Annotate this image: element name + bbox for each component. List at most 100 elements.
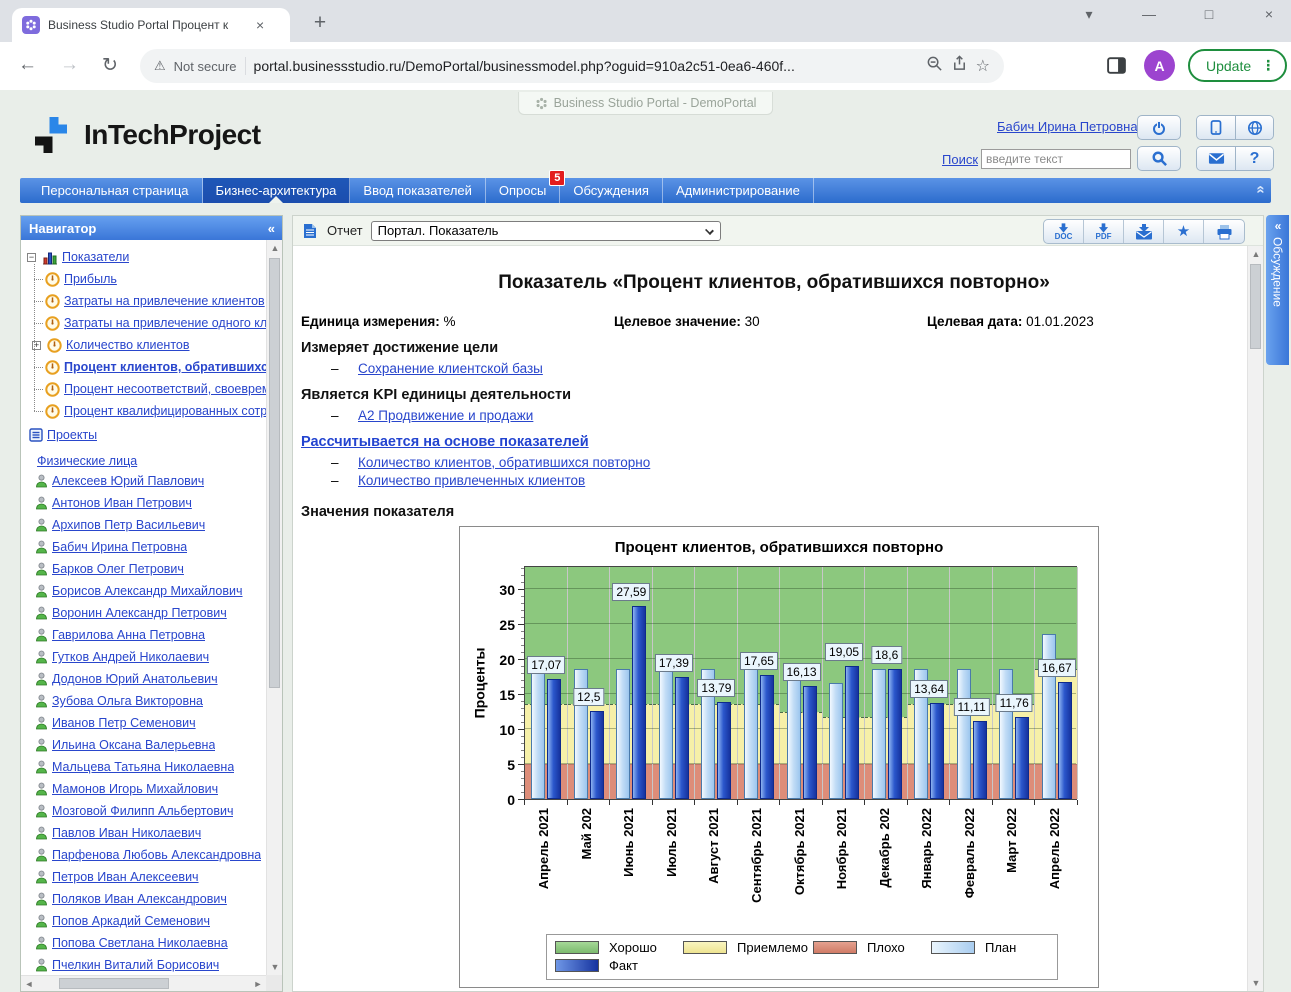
person-link-10[interactable]: Додонов Юрий Анатольевич [52,672,218,686]
kebab-menu-icon[interactable]: ⋮ [1261,57,1276,73]
section-link[interactable]: Сохранение клиентской базы [358,361,543,376]
person-link-23[interactable]: Пчелкин Виталий Борисович [52,958,220,972]
scroll-down-icon[interactable]: ▼ [270,962,280,972]
scrollbar-thumb[interactable] [269,258,280,688]
section-link[interactable]: Количество клиентов, обратившихся повтор… [358,455,651,470]
tree-collapse-icon[interactable]: − [27,251,36,262]
menu-item-6[interactable]: Администрирование [663,178,814,203]
scrollbar-thumb[interactable] [1250,264,1261,349]
share-icon[interactable] [951,55,968,77]
person-link-16[interactable]: Мозговой Филипп Альбертович [52,804,234,818]
menu-item-4[interactable]: Опросы 5 [486,170,566,203]
navigator-vertical-scrollbar[interactable]: ▲ ▼ [266,240,282,975]
scroll-down-icon[interactable]: ▼ [1251,978,1261,988]
tree-link-3[interactable]: Затраты на привлечение одного клие [64,316,266,330]
person-link-9[interactable]: Гутков Андрей Николаевич [52,650,210,664]
menu-item-2[interactable]: Бизнес-архитектура [202,178,351,203]
scroll-up-icon[interactable]: ▲ [270,243,280,253]
person-link-22[interactable]: Попова Светлана Николаевна [52,936,228,950]
persons-header-link[interactable]: Физические лица [37,454,138,468]
plan-bar [956,669,971,799]
tree-link-projects[interactable]: Проекты [47,428,98,442]
persons-section-link[interactable]: Физические лица [37,454,266,468]
person-link-7[interactable]: Воронин Александр Петрович [52,606,227,620]
tab-close-icon[interactable]: × [256,17,265,33]
person-icon [35,782,48,796]
section-heading-3[interactable]: Рассчитывается на основе показателей [301,434,589,450]
mobile-version-button[interactable] [1197,116,1235,139]
profile-avatar[interactable]: A [1144,50,1175,81]
language-button[interactable] [1235,116,1273,139]
logout-button[interactable] [1137,115,1181,140]
tree-link-indicators[interactable]: Показатели [62,250,130,264]
window-minimize-icon[interactable]: — [1142,6,1156,22]
url-bar[interactable]: ⚠ Not secure portal.businessstudio.ru/De… [140,49,1004,83]
person-link-12[interactable]: Иванов Петр Семенович [52,716,196,730]
window-chevron-icon[interactable]: ▾ [1085,6,1093,22]
scroll-up-icon[interactable]: ▲ [1251,249,1261,259]
person-link-11[interactable]: Зубова Ольга Викторовна [52,694,203,708]
side-panel-icon[interactable] [1106,55,1127,81]
tree-link-6[interactable]: Процент несоответствий, своевреме [64,382,266,396]
tree-link-7[interactable]: Процент квалифицированных сотруд [64,404,266,418]
zoom-out-icon[interactable] [926,55,943,77]
person-link-18[interactable]: Парфенова Любовь Александровна [52,848,262,862]
person-link-4[interactable]: Бабич Ирина Петровна [52,540,188,554]
person-link-14[interactable]: Мальцева Татьяна Николаевна [52,760,235,774]
person-link-19[interactable]: Петров Иван Алексеевич [52,870,199,884]
search-link[interactable]: Поиск [942,152,979,167]
section-link[interactable]: А2 Продвижение и продажи [358,408,534,423]
chrome-update-button[interactable]: Update ⋮ [1188,49,1288,82]
navigator-horizontal-scrollbar[interactable]: ◄ ► [21,975,266,991]
person-link-6[interactable]: Борисов Александр Михайлович [52,584,243,598]
messages-button[interactable] [1197,147,1235,170]
x-tick-label: Октябрь 2021 [791,808,807,896]
section-link[interactable]: Количество привлеченных клиентов [358,473,586,488]
person-link-3[interactable]: Архипов Петр Васильевич [52,518,206,532]
current-user-link[interactable]: Бабич Ирина Петровна [997,119,1138,134]
person-link-8[interactable]: Гаврилова Анна Петровна [52,628,206,642]
new-tab-button[interactable]: + [313,11,327,34]
content-vertical-scrollbar[interactable]: ▲ ▼ [1247,246,1263,991]
export-pdf-button[interactable]: PDF [1084,220,1124,243]
favorite-button[interactable]: ★ [1164,220,1204,243]
tree-link-1[interactable]: Прибыль [64,272,117,286]
scrollbar-thumb[interactable] [59,978,169,989]
menu-item-5[interactable]: Обсуждения [560,178,663,203]
legend-swatch [931,941,975,954]
tree-expand-icon[interactable]: + [32,339,41,350]
report-select[interactable]: Портал. Показатель [370,220,721,241]
person-link-20[interactable]: Поляков Иван Александрович [52,892,227,906]
scroll-right-icon[interactable]: ► [253,979,263,989]
person-link-2[interactable]: Антонов Иван Петрович [52,496,192,510]
menu-item-1[interactable]: Персональная страница [28,178,203,203]
print-button[interactable] [1204,220,1244,243]
tree-item: Процент квалифицированных сотруд [32,400,266,422]
tree-link-5[interactable]: Процент клиентов, обратившихся [64,360,266,374]
person-link-13[interactable]: Ильина Оксана Валерьевна [52,738,216,752]
tree-link-2[interactable]: Затраты на привлечение клиентов [64,294,265,308]
search-input[interactable] [981,149,1131,169]
tree-link-4[interactable]: Количество клиентов [66,338,190,352]
person-link-21[interactable]: Попов Аркадий Семенович [52,914,211,928]
back-icon[interactable]: ← [18,54,37,75]
person-link-15[interactable]: Мамонов Игорь Михайлович [52,782,219,796]
navigator-collapse-icon[interactable]: « [267,220,275,236]
person-link-5[interactable]: Барков Олег Петрович [52,562,184,576]
forward-icon[interactable]: → [60,54,79,75]
search-button[interactable] [1137,146,1181,171]
menu-collapse-icon[interactable]: « [1252,185,1270,194]
scroll-left-icon[interactable]: ◄ [24,979,34,989]
person-link-1[interactable]: Алексеев Юрий Павлович [52,474,205,488]
person-link-17[interactable]: Павлов Иван Николаевич [52,826,202,840]
discussion-side-tab[interactable]: « Обсуждение [1266,215,1289,365]
window-maximize-icon[interactable]: □ [1204,6,1214,22]
bookmark-star-icon[interactable]: ☆ [975,58,990,75]
help-button[interactable]: ? [1235,147,1273,170]
send-email-button[interactable] [1124,220,1164,243]
reload-icon[interactable]: ↻ [102,55,118,76]
export-doc-button[interactable]: DOC [1044,220,1084,243]
menu-item-3[interactable]: Ввод показателей [350,178,486,203]
window-close-icon[interactable]: × [1264,6,1274,22]
browser-tab[interactable]: Business Studio Portal Процент к × [12,8,290,42]
